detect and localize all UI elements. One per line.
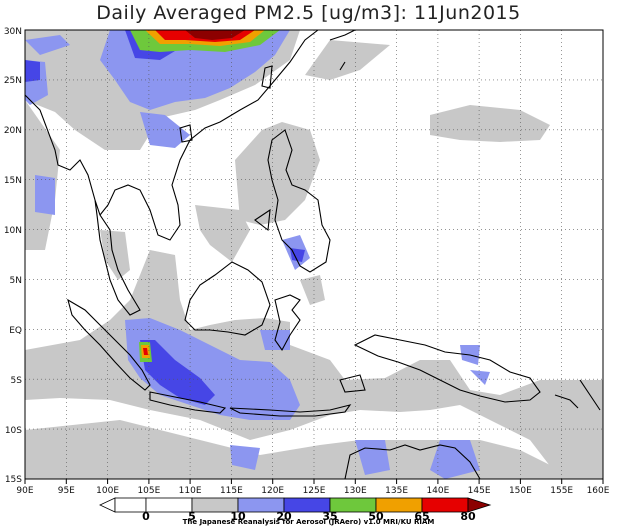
x-tick-label: 130E <box>344 486 367 496</box>
lat-lon-grid <box>25 30 603 479</box>
map-title: Daily Averaged PM2.5 [ug/m3]: 11Jun2015 <box>96 2 521 24</box>
y-tick-label: 5N <box>10 276 22 286</box>
y-tick-label: 25N <box>4 76 22 86</box>
x-tick-label: 150E <box>509 486 532 496</box>
coastlines <box>25 30 601 479</box>
x-tick-label: 95E <box>58 486 75 496</box>
colorbar-low-arrow <box>99 497 116 513</box>
x-tick-label: 140E <box>426 486 449 496</box>
y-tick-label: 15S <box>5 475 22 485</box>
hotspot-sumatra <box>139 342 152 362</box>
x-axis-labels: 90E 95E 100E 105E 110E 115E 120E 125E 13… <box>16 486 609 496</box>
colorbar-label: 10 <box>230 510 246 523</box>
y-tick-label: 20N <box>4 126 22 136</box>
y-tick-label: 10S <box>5 426 22 436</box>
x-tick-label: 115E <box>220 486 243 496</box>
y-tick-label: 5S <box>11 376 23 386</box>
x-tick-label: 145E <box>468 486 491 496</box>
credit-line: The Japanese Reanalysis for Aerosol (JRA… <box>182 518 435 526</box>
x-tick-label: 120E <box>261 486 284 496</box>
colorbar-label: 20 <box>276 510 292 523</box>
colorbar-label: 50 <box>368 510 384 523</box>
x-tick-label: 110E <box>179 486 202 496</box>
x-tick-label: 160E <box>587 486 610 496</box>
colorbar-segment <box>145 497 193 513</box>
colorbar-label: 80 <box>460 510 476 523</box>
y-tick-label: 10N <box>4 226 22 236</box>
x-tick-label: 125E <box>303 486 326 496</box>
x-tick-label: 105E <box>137 486 160 496</box>
colorbar-label: 5 <box>188 510 196 523</box>
colorbar: 0 5 10 20 35 50 65 80 <box>99 497 492 523</box>
tick-marks <box>24 479 604 484</box>
y-tick-label: 15N <box>4 176 22 186</box>
x-tick-label: 100E <box>96 486 119 496</box>
colorbar-label: 35 <box>322 510 337 523</box>
colorbar-label: 65 <box>414 510 429 523</box>
concentration-field <box>25 30 603 479</box>
x-tick-label: 90E <box>16 486 33 496</box>
x-tick-label: 135E <box>385 486 408 496</box>
colorbar-high-arrow <box>467 497 492 513</box>
y-tick-label: 30N <box>4 27 22 37</box>
hotspot-china <box>130 30 280 52</box>
colorbar-label: 0 <box>142 510 150 523</box>
y-axis-labels: 30N 25N 20N 15N 10N 5N EQ 5S 10S 15S <box>4 27 22 485</box>
x-tick-label: 155E <box>550 486 573 496</box>
y-tick-label: EQ <box>9 326 22 336</box>
